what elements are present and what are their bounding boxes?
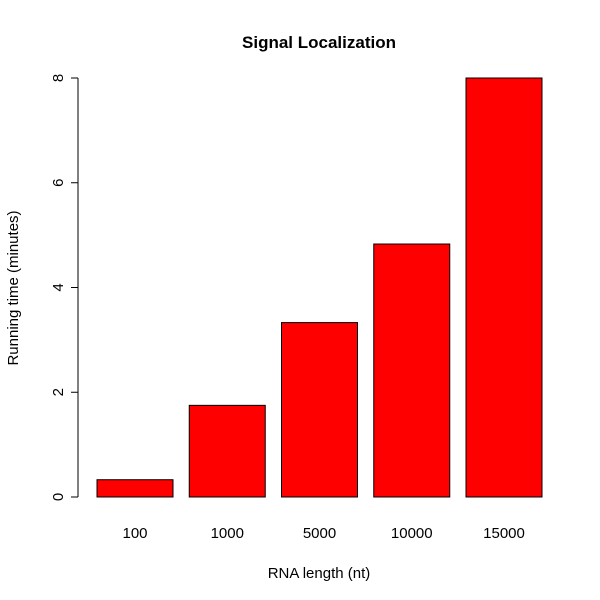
chart-title: Signal Localization [242, 33, 396, 52]
x-tick-label: 15000 [483, 525, 525, 542]
y-axis: 0 2 4 6 8 [50, 74, 79, 501]
y-axis-label: Running time (minutes) [5, 210, 22, 365]
x-tick-label: 5000 [303, 525, 336, 542]
x-tick-label: 100 [122, 525, 147, 542]
bar [281, 322, 358, 498]
y-tick-label: 0 [50, 493, 67, 501]
bar [373, 243, 451, 498]
y-tick-label: 4 [50, 283, 67, 291]
bar [96, 479, 174, 498]
bars-group [96, 77, 543, 498]
x-axis-label: RNA length (nt) [268, 565, 371, 582]
y-tick-label: 2 [50, 388, 67, 396]
x-tick-label: 10000 [391, 525, 433, 542]
bar [465, 77, 543, 498]
x-tick-labels: 100 1000 5000 10000 15000 [122, 525, 524, 542]
bar [188, 404, 266, 498]
y-tick-label: 8 [50, 74, 67, 82]
x-tick-label: 1000 [211, 525, 244, 542]
y-tick-label: 6 [50, 179, 67, 187]
